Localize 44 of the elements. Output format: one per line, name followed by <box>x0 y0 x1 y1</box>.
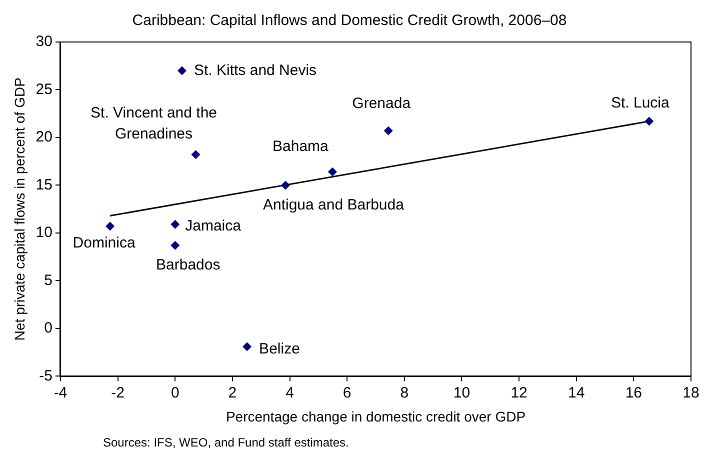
y-tick-label: 10 <box>36 224 52 242</box>
x-tick-label: 10 <box>453 384 470 402</box>
point <box>242 342 252 352</box>
x-tick-label: 8 <box>400 384 409 402</box>
x-tick-label: 4 <box>286 384 294 402</box>
x-tick-label: 16 <box>625 384 642 402</box>
y-axis-title: Net private capital flows in percent of GDP <box>11 78 28 341</box>
point <box>384 126 393 136</box>
y-tick-label: 5 <box>44 272 52 289</box>
x-tick-label: 6 <box>342 384 352 402</box>
x-axis-title: Percentage change in domestic credit over GDP <box>226 408 526 424</box>
point <box>328 167 337 176</box>
annotation: Jamaica <box>185 218 242 235</box>
x-tick-label: 2 <box>228 384 237 402</box>
annotation: Grenada <box>352 94 412 112</box>
annotation: Bahama <box>272 138 330 155</box>
annotation: St. Kitts and Nevis <box>194 62 317 79</box>
annotation: St. Vincent and the Grenadines <box>90 104 217 142</box>
y-tick-label: 30 <box>36 33 52 50</box>
x-tick-label: -4 <box>54 384 68 402</box>
x-tick-label: -2 <box>111 384 124 402</box>
annotation: Dominica <box>72 234 136 252</box>
point <box>106 222 115 231</box>
annotation: Barbados <box>156 256 220 274</box>
point <box>644 116 654 126</box>
point <box>178 66 186 76</box>
y-tick-label: 0 <box>44 320 52 337</box>
y-tick-label: 25 <box>36 80 52 98</box>
x-tick-label: 0 <box>170 384 180 402</box>
y-tick-label: 20 <box>36 128 52 146</box>
chart-title: Caribbean: Capital Inflows and Domestic Credit Growth, 2006–08 <box>132 12 567 30</box>
annotation: Antigua and Barbuda <box>262 196 405 214</box>
annotation: Belize <box>259 340 300 358</box>
y-tick-label: 15 <box>36 176 52 194</box>
point <box>280 180 290 190</box>
y-tick-label: -5 <box>39 367 52 384</box>
source-note: Sources: IFS, WEO, and Fund staff estimates. <box>103 435 349 450</box>
point <box>170 240 180 250</box>
annotation: St. Lucia <box>610 94 670 112</box>
x-tick-label: 18 <box>682 384 700 402</box>
point <box>191 150 200 160</box>
x-tick-label: 12 <box>510 384 528 402</box>
point <box>170 220 180 229</box>
x-tick-label: 14 <box>568 384 585 402</box>
